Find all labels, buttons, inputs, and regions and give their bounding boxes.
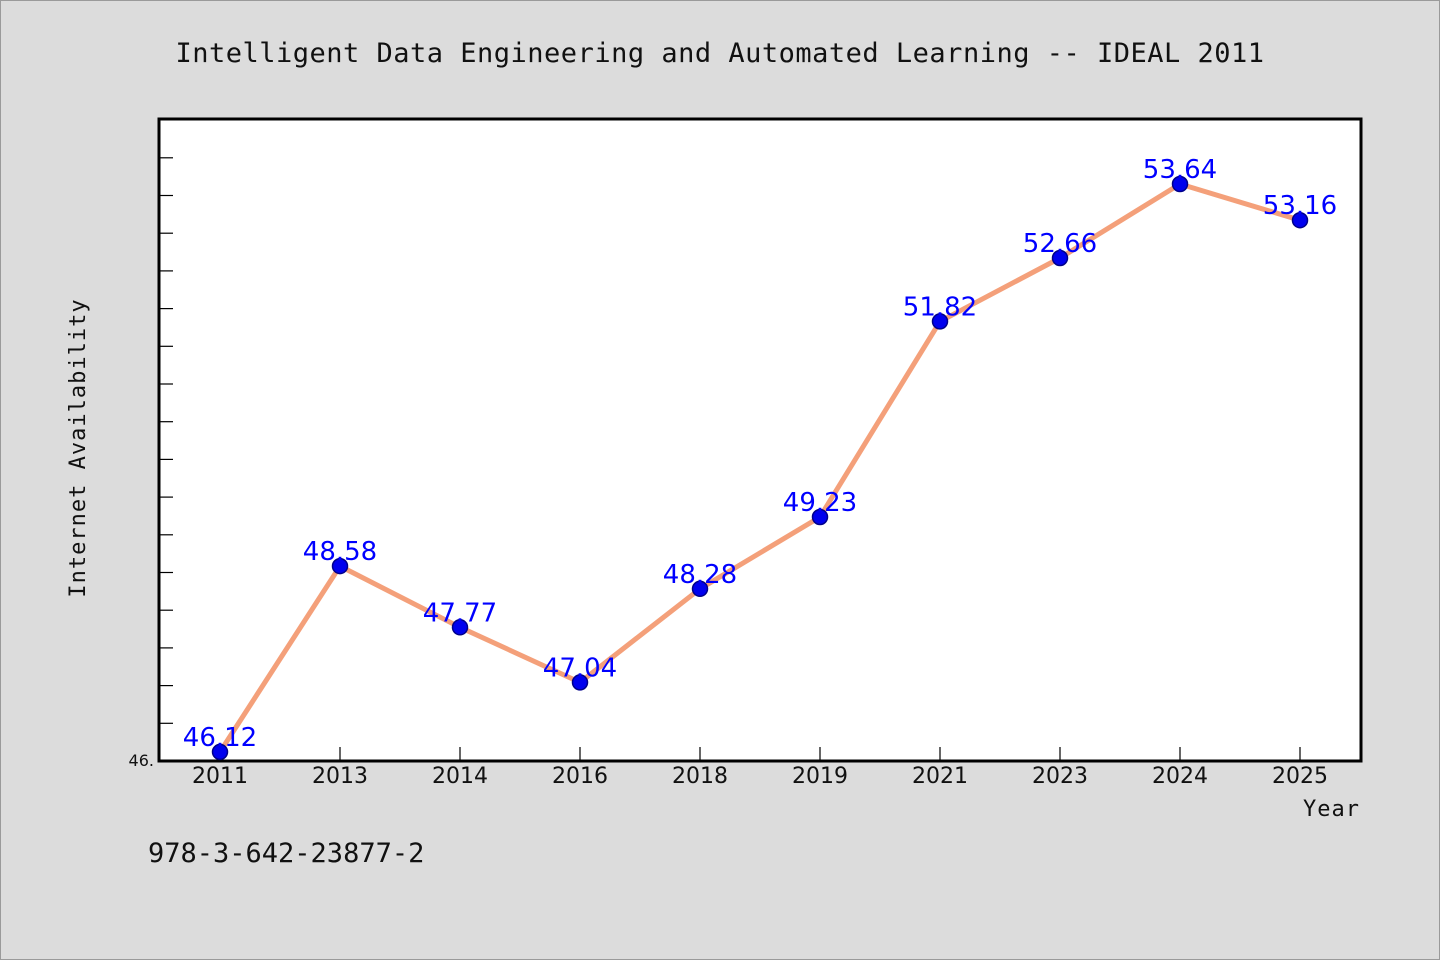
x-tick-label-2018: 2018 <box>672 764 728 789</box>
data-label-2024: 53.64 <box>1143 155 1217 185</box>
y-axis-ticks <box>159 157 173 762</box>
data-label-2018: 48.28 <box>663 560 737 590</box>
data-point-2019 <box>811 508 829 526</box>
data-point-2014 <box>451 619 469 636</box>
data-label-2019: 49.23 <box>783 488 857 518</box>
data-labels: 46.12 48.58 47.77 47.04 48.28 49.23 51.82 52.66… <box>183 155 1337 753</box>
data-point-2023 <box>1051 249 1069 267</box>
chart-title: Intelligent Data Engineering and Automat… <box>175 38 1264 69</box>
data-point-2018 <box>691 580 709 598</box>
y-axis-min-label: 46. <box>129 751 154 770</box>
isbn-label: 978-3-642-23877-2 <box>148 838 424 869</box>
series-line <box>217 181 1301 754</box>
data-point-markers <box>211 175 1309 761</box>
x-tick-label-2014: 2014 <box>432 764 488 789</box>
data-label-2013: 48.58 <box>303 537 377 567</box>
x-tick-label-2016: 2016 <box>552 764 608 789</box>
x-axis-ticks <box>219 747 1301 761</box>
data-label-2023: 52.66 <box>1023 229 1097 259</box>
x-tick-label-2011: 2011 <box>192 764 248 789</box>
data-label-2014: 47.77 <box>423 598 497 628</box>
plot-area <box>157 117 1363 763</box>
data-label-2025: 53.16 <box>1263 191 1337 221</box>
data-label-2016: 47.04 <box>543 653 617 683</box>
x-tick-label-2024: 2024 <box>1152 764 1208 789</box>
x-tick-label-2021: 2021 <box>912 764 968 789</box>
data-point-2013 <box>331 557 349 575</box>
y-axis-label: Internet Availability <box>66 298 91 597</box>
x-tick-label-2023: 2023 <box>1032 764 1088 789</box>
data-point-2024 <box>1171 175 1189 193</box>
data-point-2011 <box>211 743 229 761</box>
data-label-2011: 46.12 <box>183 723 257 753</box>
x-tick-label-2013: 2013 <box>312 764 368 789</box>
data-label-2021: 51.82 <box>903 292 977 322</box>
x-tick-label-2019: 2019 <box>792 764 848 789</box>
x-tick-label-2025: 2025 <box>1272 764 1328 789</box>
x-axis-label: Year <box>1303 797 1360 822</box>
x-axis-tick-labels: 2011 2013 2014 2016 2018 2019 2021 2023 2024 2025 <box>192 764 1328 789</box>
data-point-2016 <box>571 674 589 691</box>
data-point-2025 <box>1291 211 1309 229</box>
data-point-2021 <box>931 313 949 330</box>
